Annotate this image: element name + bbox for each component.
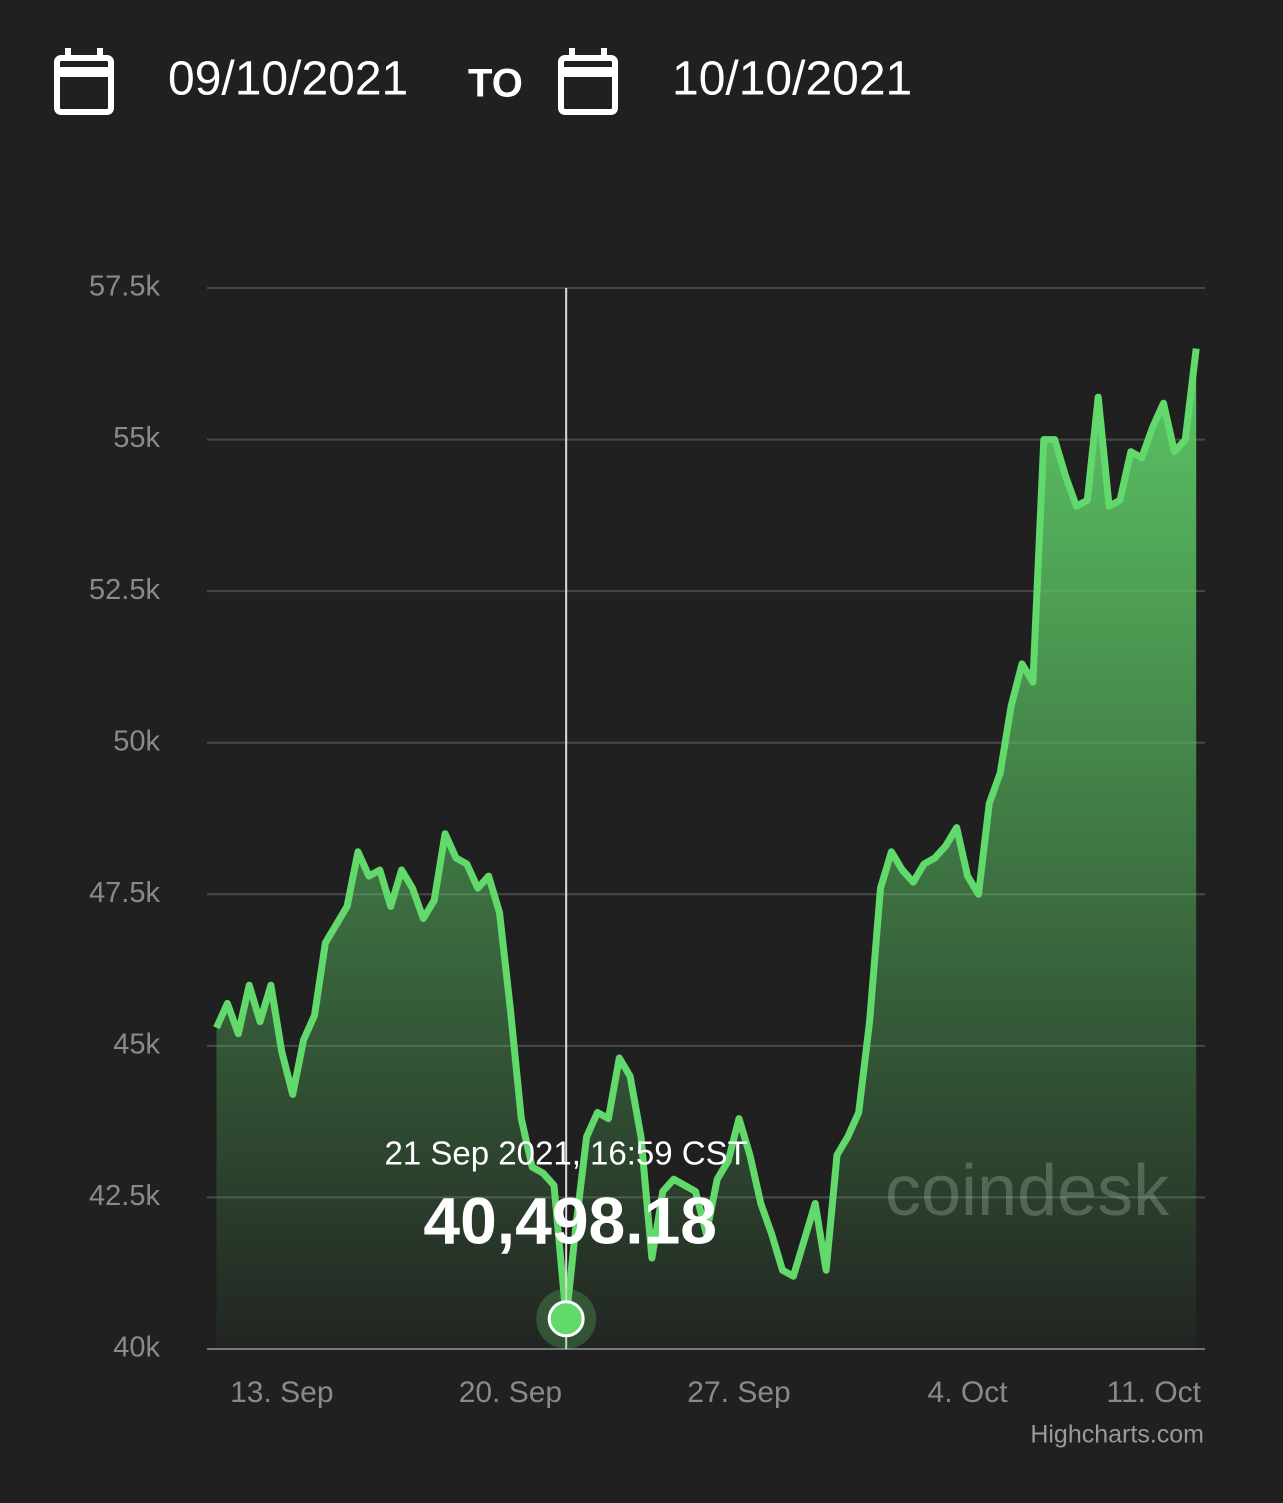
x-tick-label: 11. Oct <box>1107 1376 1202 1409</box>
x-tick-label: 27. Sep <box>687 1376 790 1409</box>
from-calendar-icon[interactable] <box>54 48 114 115</box>
y-tick-label: 55k <box>113 422 160 454</box>
to-date[interactable]: 10/10/2021 <box>672 53 912 106</box>
credits: Highcharts.com <box>1030 1421 1204 1449</box>
y-tick-label: 47.5k <box>89 877 160 909</box>
y-tick-label: 57.5k <box>89 271 160 303</box>
hover-point <box>547 1300 585 1338</box>
x-tick-label: 4. Oct <box>928 1376 1009 1409</box>
to-calendar-icon[interactable] <box>558 48 618 115</box>
y-tick-label: 45k <box>113 1029 160 1061</box>
x-tick-label: 13. Sep <box>230 1376 333 1409</box>
area-fill <box>216 348 1197 1350</box>
y-tick-label: 50k <box>113 725 160 757</box>
separator: TO <box>468 62 523 106</box>
tooltip-value: 40,498.18 <box>423 1183 717 1257</box>
y-tick-label: 40k <box>113 1332 160 1364</box>
price-line <box>213 348 1200 1323</box>
x-tick-label: 20. Sep <box>459 1376 562 1409</box>
plot: 40k 42.5k 45k 47.5k 50k 52.5k 55k 57.5k 13. Sep 2… <box>89 271 1205 1449</box>
y-tick-label: 52.5k <box>89 574 160 606</box>
from-date[interactable]: 09/10/2021 <box>168 53 408 106</box>
tooltip-date: 21 Sep 2021, 16:59 CST <box>385 1135 748 1172</box>
y-tick-label: 42.5k <box>89 1180 160 1212</box>
